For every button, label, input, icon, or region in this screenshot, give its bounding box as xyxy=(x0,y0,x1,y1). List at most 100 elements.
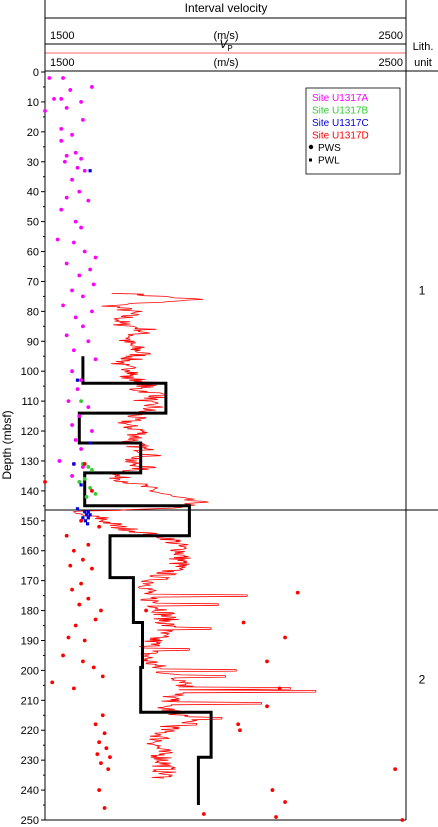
data-point xyxy=(79,399,83,404)
legend-entry: Site U1317B xyxy=(312,106,368,117)
lith-unit-number: 1 xyxy=(419,283,426,297)
data-point xyxy=(81,465,85,469)
data-point xyxy=(106,767,111,772)
header: Interval velocity 1500 (m/s) 2500 VP 150… xyxy=(45,1,433,69)
y-tick-label: 140 xyxy=(21,486,39,498)
y-tick-label: 20 xyxy=(27,127,39,139)
data-point xyxy=(68,563,73,568)
data-point xyxy=(81,516,85,520)
data-point xyxy=(70,587,74,592)
data-point xyxy=(97,740,102,745)
data-point xyxy=(64,533,69,538)
data-point xyxy=(64,106,69,110)
y-tick-label: 160 xyxy=(21,546,39,558)
y-tick-label: 50 xyxy=(27,217,39,229)
data-point xyxy=(59,138,64,143)
y-tick-label: 180 xyxy=(21,606,39,618)
series-site-u1317d xyxy=(43,462,405,822)
data-point xyxy=(66,399,71,404)
data-point xyxy=(82,638,87,643)
data-point xyxy=(93,722,98,727)
data-point xyxy=(59,126,64,131)
y-tick-label: 110 xyxy=(21,396,39,408)
data-point xyxy=(61,303,65,308)
data-point xyxy=(79,100,83,104)
data-point xyxy=(82,168,87,173)
y-tick-label: 60 xyxy=(27,247,39,259)
series-site-u1317a xyxy=(43,76,98,478)
interval-velocity-layer xyxy=(77,356,213,805)
data-point xyxy=(71,240,76,245)
data-point xyxy=(73,219,78,224)
data-point xyxy=(88,169,92,173)
data-point xyxy=(70,177,74,182)
data-point xyxy=(97,788,102,792)
data-point xyxy=(73,438,78,442)
y-axis: 0 10 20 30 40 50 60 70 80 90 100 110 120 130 140 150 160… xyxy=(21,67,45,827)
y-axis-label: Depth (mbsf) xyxy=(0,410,14,479)
data-point xyxy=(86,510,90,514)
data-point xyxy=(100,674,105,679)
data-point xyxy=(57,459,62,463)
data-point xyxy=(144,608,148,613)
data-point xyxy=(70,132,74,137)
data-point xyxy=(77,602,82,607)
data-point xyxy=(64,333,69,338)
vp-unit-label: (m/s) xyxy=(213,57,238,69)
data-point xyxy=(81,659,85,664)
legend-entry: Site U1317C xyxy=(312,118,369,129)
lith-unit-labels: 12 xyxy=(419,283,426,686)
data-point xyxy=(241,620,246,625)
data-point xyxy=(71,548,76,553)
data-point xyxy=(91,665,96,670)
data-point xyxy=(238,728,242,733)
data-point xyxy=(82,249,87,254)
data-point xyxy=(90,468,94,472)
data-point xyxy=(55,237,60,242)
data-point xyxy=(90,566,94,571)
interval-max-label: 2500 xyxy=(379,30,403,42)
data-point xyxy=(88,441,92,445)
data-point xyxy=(59,207,64,212)
data-point xyxy=(283,800,287,804)
data-point xyxy=(82,477,87,481)
data-point xyxy=(79,378,83,383)
data-point xyxy=(79,581,83,586)
lith-unit-number: 2 xyxy=(419,672,426,686)
data-point xyxy=(236,722,241,727)
data-point xyxy=(265,659,269,664)
data-point xyxy=(100,713,105,718)
data-point xyxy=(93,617,98,622)
data-point xyxy=(52,97,56,101)
data-point xyxy=(82,462,87,466)
legend-entry: Site U1317D xyxy=(312,131,369,142)
data-point xyxy=(86,198,91,203)
legend-entry: Site U1317A xyxy=(312,93,368,104)
data-point xyxy=(70,423,74,427)
data-point xyxy=(77,189,82,194)
data-point xyxy=(400,818,405,822)
data-point xyxy=(93,255,98,260)
data-point xyxy=(77,480,82,484)
data-point xyxy=(81,324,85,329)
data-point xyxy=(88,267,93,272)
data-point xyxy=(81,117,85,122)
y-tick-label: 10 xyxy=(27,97,39,109)
y-tick-label: 120 xyxy=(21,426,39,438)
data-point xyxy=(72,462,76,466)
data-point xyxy=(71,348,76,353)
data-point xyxy=(86,405,91,410)
data-point xyxy=(85,522,90,526)
data-point xyxy=(90,429,94,433)
data-point xyxy=(270,788,275,792)
interval-velocity-title: Interval velocity xyxy=(185,1,268,15)
interval-unit-label: (m/s) xyxy=(213,30,238,42)
data-point xyxy=(66,635,71,640)
data-point xyxy=(77,414,82,418)
data-point xyxy=(47,76,52,80)
data-point xyxy=(84,513,89,517)
data-point xyxy=(393,767,398,772)
data-point xyxy=(64,261,69,266)
legend-entry: PWS xyxy=(318,143,341,154)
